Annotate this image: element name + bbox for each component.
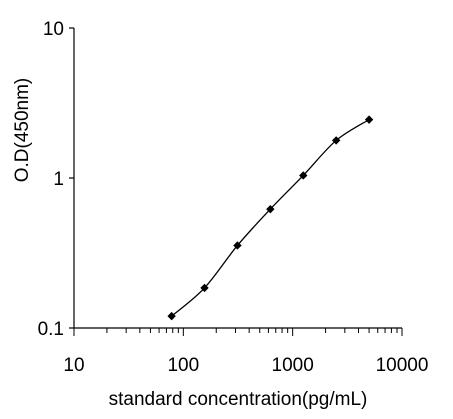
- series-layer: [171, 119, 370, 317]
- data-point: [299, 171, 308, 180]
- x-tick-label: 100: [167, 355, 199, 376]
- y-tick-labels: 0.1 1 10: [38, 19, 64, 340]
- x-tick-label: 10: [63, 355, 84, 376]
- x-tick-label: 1000: [272, 355, 314, 376]
- y-ticks: [69, 27, 74, 329]
- y-tick-label: 0.1: [38, 319, 64, 340]
- axes: [73, 28, 402, 329]
- data-point: [331, 136, 341, 145]
- data-point: [200, 283, 209, 293]
- points-layer: [167, 115, 374, 321]
- data-point: [364, 115, 374, 124]
- y-tick-label: 1: [53, 169, 64, 190]
- y-tick-label: 10: [43, 19, 64, 40]
- x-ticks: [73, 328, 403, 336]
- x-tick-label: 10000: [376, 355, 429, 376]
- series-line: [171, 119, 370, 317]
- data-point: [266, 204, 275, 214]
- data-point: [233, 241, 242, 250]
- x-tick-labels: 10 100 1000 10000: [63, 355, 428, 376]
- data-point: [167, 311, 176, 321]
- y-axis-title: O.D(450nm): [12, 78, 33, 183]
- x-axis-title: standard concentration(pg/mL): [109, 389, 368, 410]
